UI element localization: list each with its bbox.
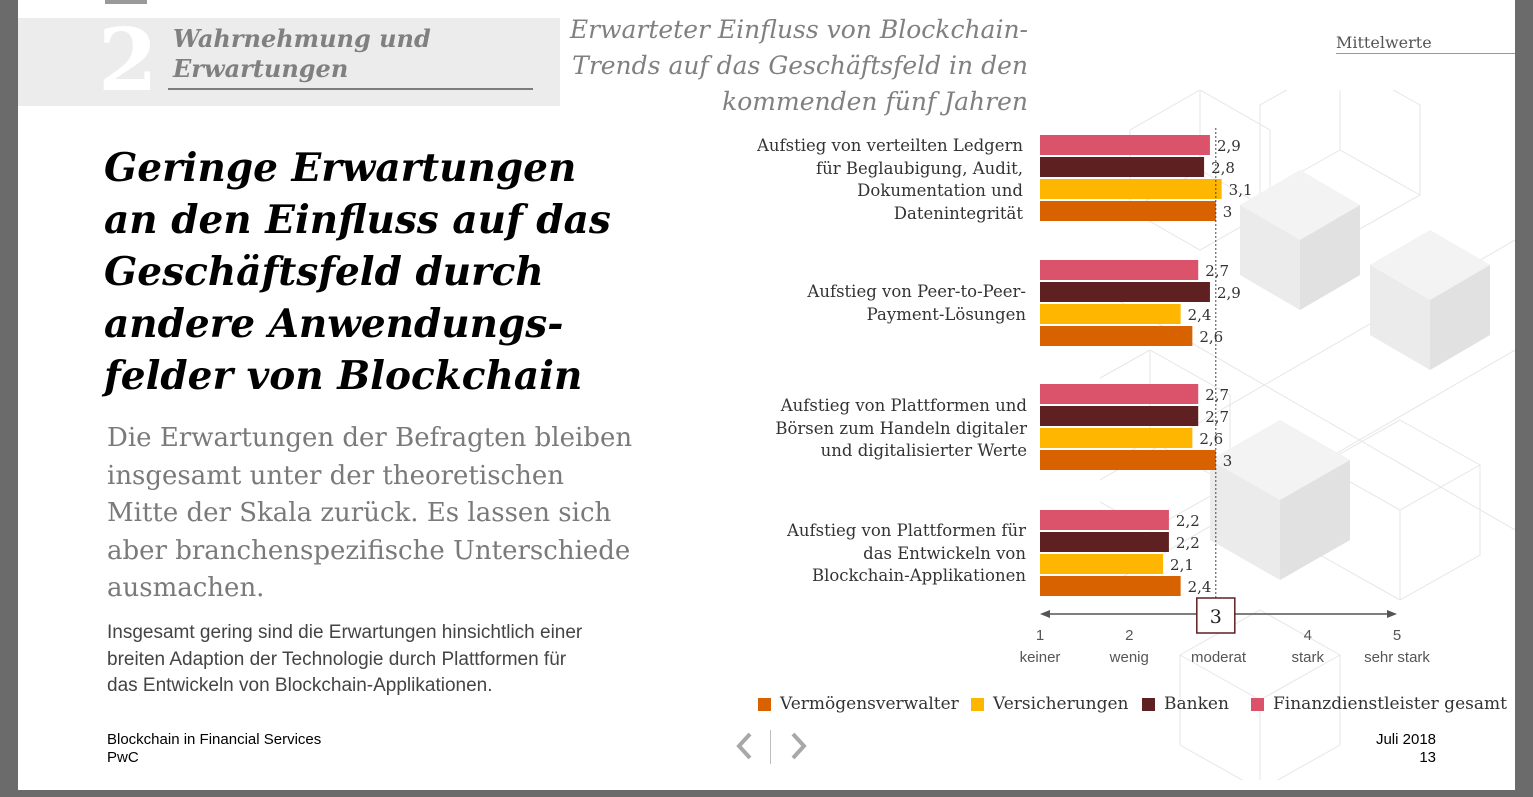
window-frame-right [1515,0,1533,797]
bar-value-label: 2,6 [1199,328,1223,346]
bar [1040,510,1169,530]
reference-value-box [1196,597,1236,634]
legend-item: Versicherungen [971,693,1129,715]
bar [1040,282,1210,302]
footer-publication: Blockchain in Financial Services PwC [107,731,322,766]
bar [1040,554,1164,574]
tick-label: wenig [1109,649,1149,666]
bar-value-label: 2,7 [1205,408,1229,426]
page-body-text: Insgesamt gering sind die Erwartungen hi… [107,622,583,696]
tick-number: 1 [1036,627,1044,644]
legend-swatch [758,697,771,711]
tick-label: sehr stark [1364,649,1430,666]
bar-value-label: 2,4 [1188,578,1212,596]
tick-number: 5 [1393,627,1401,644]
bar-value-label: 3,1 [1229,181,1253,199]
footer-date-page: Juli 2018 13 [1375,731,1436,766]
page-subheadline: Die Erwartungen der Befragten bleiben in… [107,423,633,603]
legend-swatch [971,697,984,711]
nav-divider [770,730,771,764]
bar [1040,201,1216,221]
legend-item: Banken [1142,693,1229,715]
bar [1040,326,1193,346]
legend-label: Versicherungen [993,694,1129,714]
next-page-icon[interactable] [785,728,811,764]
bar-value-label: 2,7 [1205,386,1229,404]
bar [1040,135,1210,155]
bar [1040,450,1216,470]
bar-value-label: 2,2 [1176,534,1200,552]
top-tab-marker [105,0,147,4]
bar-value-label: 3 [1223,452,1233,470]
category-label: Aufstieg von Plattformen und Börsen zum … [775,396,1027,460]
chart-note-rule [1336,53,1515,54]
decorative-cubes-icon [1100,90,1515,780]
section-number: 2 [98,10,158,111]
legend-item: Finanzdienstleister gesamt [1251,693,1507,715]
legend-swatch [1251,697,1264,711]
bar-value-label: 2,9 [1217,284,1241,302]
legend-label: Banken [1164,694,1229,714]
bar [1040,157,1205,177]
category-label: Aufstieg von Peer-to-Peer- Payment-Lösun… [807,282,1026,324]
tick-number: 2 [1125,627,1133,644]
bar-value-label: 2,9 [1217,137,1241,155]
tick-number: 4 [1304,627,1312,644]
bar [1040,406,1199,426]
reference-value-label: 3 [1210,606,1222,628]
bar [1040,532,1169,552]
tick-label: moderat [1191,649,1247,666]
bar-value-label: 2,4 [1188,306,1212,324]
section-title: Wahrnehmung und Erwartungen [173,24,431,83]
tick-label: stark [1291,649,1324,666]
legend-item: Vermögensverwalter [758,693,959,715]
bar [1040,179,1222,199]
bar-value-label: 2,1 [1170,556,1194,574]
axis-arrow-right-icon [1387,610,1397,618]
bar [1040,260,1199,280]
legend-label: Finanzdienstleister gesamt [1273,694,1507,714]
bar [1040,576,1181,596]
legend-swatch [1142,697,1155,711]
bar [1040,384,1199,404]
section-header-box [18,18,560,106]
legend-label: Vermögensverwalter [780,694,959,714]
bar-value-label: 3 [1223,203,1233,221]
axis-arrow-left-icon [1040,610,1050,618]
bar [1040,428,1193,448]
previous-page-icon[interactable] [732,728,758,764]
window-frame-left [0,0,18,797]
bar [1040,304,1181,324]
chart-title: Erwarteter Einfluss von Blockchain- Tren… [569,15,1028,116]
page-headline: Geringe Erwartungen an den Einfluss auf … [104,145,611,399]
category-label: Aufstieg von Plattformen für das Entwick… [786,521,1026,585]
chart-note: Mittelwerte [1336,33,1432,52]
bar-value-label: 2,8 [1211,159,1235,177]
window-frame-bottom [0,790,1533,797]
tick-label: keiner [1020,649,1061,666]
bar-value-label: 2,7 [1205,262,1229,280]
bar-value-label: 2,6 [1199,430,1223,448]
bar-value-label: 2,2 [1176,512,1200,530]
category-label: Aufstieg von verteilten Ledgern für Begl… [756,136,1023,223]
section-title-underline [168,88,533,90]
